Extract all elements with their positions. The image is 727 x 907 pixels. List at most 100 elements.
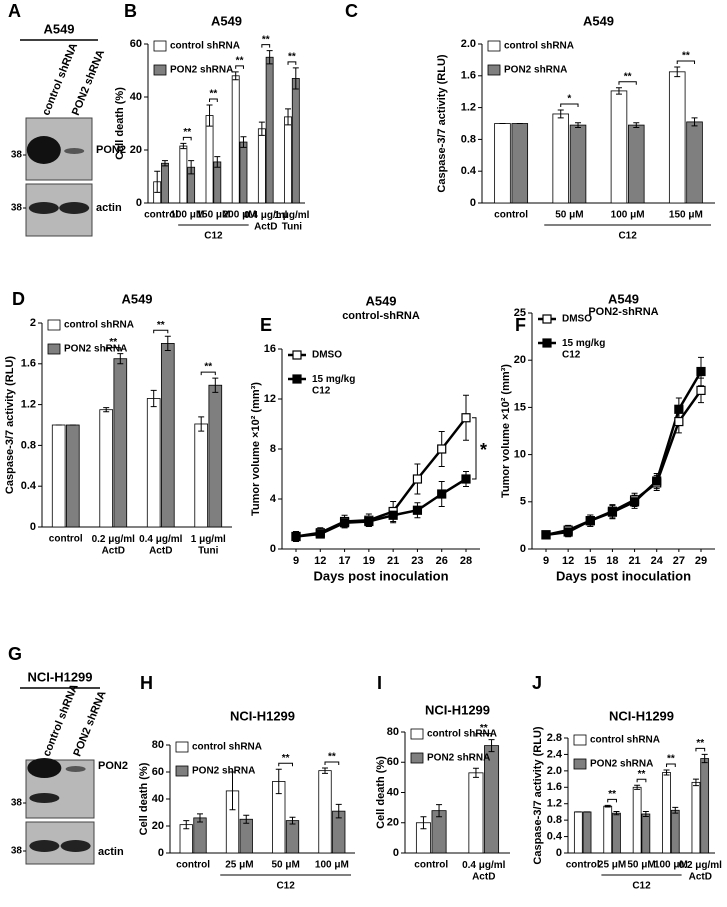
marker xyxy=(696,385,706,396)
significance-bracket xyxy=(182,136,192,141)
significance-bracket xyxy=(278,762,293,767)
significance-bracket xyxy=(666,763,676,768)
x-tick-label: 21 xyxy=(628,555,640,567)
y-tick-label: 1.2 xyxy=(21,399,36,411)
significance-bracket xyxy=(636,778,647,783)
bar xyxy=(208,384,223,528)
bar xyxy=(205,115,214,204)
y-tick-label: 0.8 xyxy=(461,133,476,145)
bar xyxy=(686,121,703,204)
band xyxy=(27,758,62,778)
significance-bracket xyxy=(287,61,297,65)
error-bar xyxy=(229,771,236,811)
legend-swatch xyxy=(175,741,189,753)
significance-bracket xyxy=(200,371,216,376)
significance-bracket xyxy=(618,81,637,85)
significance-label: ** xyxy=(288,51,296,62)
bar xyxy=(291,78,300,204)
bar xyxy=(668,71,686,204)
significance-label: ** xyxy=(109,337,117,348)
x-tick-label: 12 xyxy=(562,555,574,567)
significance-label: ** xyxy=(262,34,270,45)
legend-label: control shRNA xyxy=(64,320,134,331)
y-tick-label: 16 xyxy=(264,343,276,355)
legend-marker xyxy=(542,314,552,324)
error-bar xyxy=(436,804,443,818)
bar xyxy=(284,116,292,204)
x-tick-label: 150 μM xyxy=(669,210,703,221)
x-tick-label: 12 xyxy=(314,555,326,567)
x-tick-label: control xyxy=(566,860,600,871)
y-tick-label: 0 xyxy=(30,521,36,533)
error-bar xyxy=(198,416,205,432)
x-tick-label: 29 xyxy=(695,555,707,567)
legend-label: PON2 shRNA xyxy=(590,759,653,770)
x-tick-label: 26 xyxy=(436,555,448,567)
y-tick-label: 1.6 xyxy=(21,358,36,370)
bar xyxy=(99,409,114,528)
panel-label: G xyxy=(8,644,22,664)
bar xyxy=(610,90,628,204)
legend-label: control shRNA xyxy=(192,742,262,753)
marker xyxy=(461,413,471,423)
y-tick-label: 0 xyxy=(556,847,562,859)
significance-label: ** xyxy=(624,71,632,82)
size-marker: 38 xyxy=(11,798,23,809)
marker xyxy=(541,530,551,540)
significance-label: ** xyxy=(638,769,646,780)
legend-marker xyxy=(292,374,302,384)
error-bar xyxy=(206,104,213,127)
group-label: C12 xyxy=(618,231,637,242)
significance-label: * xyxy=(567,94,571,105)
legend-swatch xyxy=(487,64,501,76)
x-tick-label: 50 μM xyxy=(627,860,655,871)
marker xyxy=(696,366,706,377)
error-bar xyxy=(154,170,161,193)
legend-marker xyxy=(542,338,552,348)
legend-swatch xyxy=(153,64,167,76)
error-bar xyxy=(103,407,110,413)
annotation-bracket xyxy=(472,417,477,480)
y-axis-label: Caspase-3/7 activity (RLU) xyxy=(532,726,544,864)
bar xyxy=(632,786,642,854)
panel-label: E xyxy=(260,315,272,335)
bar xyxy=(113,358,128,528)
panel-label: C xyxy=(345,1,358,21)
error-bar xyxy=(674,66,681,78)
group-label: C12 xyxy=(632,881,651,892)
error-bar xyxy=(575,122,582,128)
bar xyxy=(194,423,209,528)
band-label: PON2 xyxy=(96,144,126,156)
error-bar xyxy=(180,142,187,150)
error-bar xyxy=(214,156,221,168)
marker xyxy=(388,510,398,520)
x-tick-label: 100 μM xyxy=(611,210,645,221)
size-marker: 38 xyxy=(11,846,23,857)
marker xyxy=(315,529,325,539)
y-tick-label: 40 xyxy=(152,793,164,805)
significance-bracket xyxy=(560,103,579,107)
significance-bracket xyxy=(676,60,696,65)
y-tick-label: 20 xyxy=(387,817,399,829)
error-bar xyxy=(117,353,124,365)
significance-bracket xyxy=(475,733,493,737)
x-tick-label: control xyxy=(144,210,178,221)
chart-title: A549 xyxy=(121,291,152,306)
legend-swatch xyxy=(410,728,424,740)
y-tick-label: 0.4 xyxy=(547,830,563,842)
bar xyxy=(146,398,161,528)
error-bar xyxy=(488,739,495,753)
error-bar xyxy=(691,117,698,127)
y-tick-label: 8 xyxy=(270,443,276,455)
annotation: * xyxy=(480,440,487,460)
marker xyxy=(437,444,447,454)
y-tick-label: 0.4 xyxy=(21,480,37,492)
error-bar xyxy=(292,67,299,90)
marker xyxy=(339,518,350,528)
error-bar xyxy=(322,767,329,774)
legend-label: PON2 shRNA xyxy=(170,65,233,76)
y-tick-label: 0 xyxy=(270,543,276,555)
marker xyxy=(291,531,301,542)
x-tick-label: 150 μM xyxy=(196,210,230,221)
y-tick-label: 1.6 xyxy=(461,70,476,82)
